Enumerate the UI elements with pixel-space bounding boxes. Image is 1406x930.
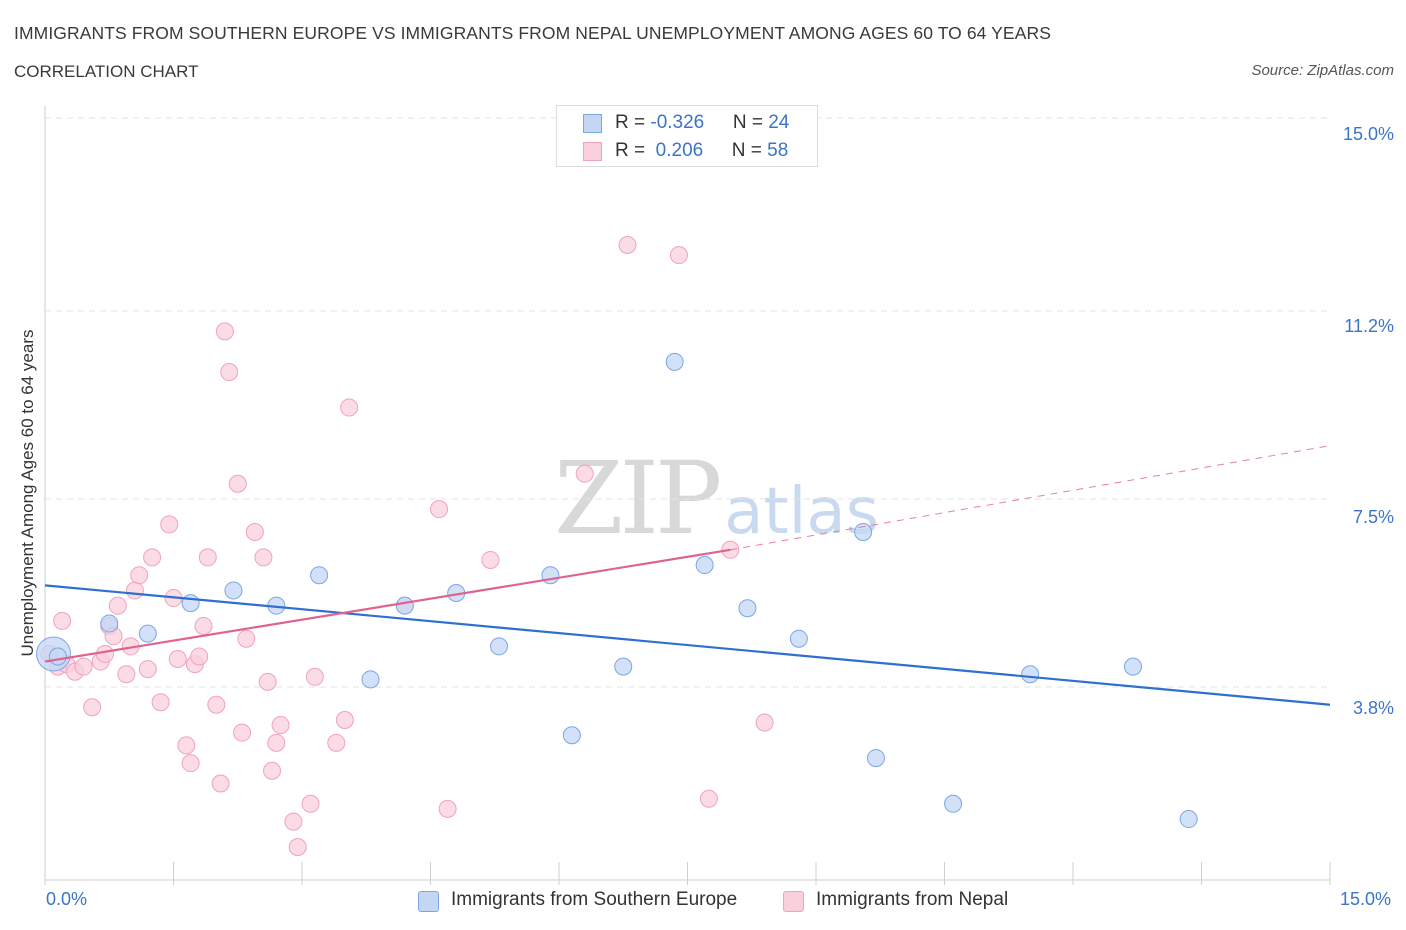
- data-point-nepal: [237, 629, 256, 648]
- data-point-nepal: [168, 650, 187, 669]
- legend-n-label: N =: [732, 112, 769, 133]
- data-point-southern-europe: [100, 614, 119, 633]
- correlation-legend: R = -0.326 N = 24 R = 0.206 N = 58: [556, 105, 818, 167]
- data-point-nepal: [335, 710, 354, 729]
- data-point-nepal: [74, 657, 93, 676]
- data-point-nepal: [194, 617, 213, 635]
- legend-n-value: 58: [767, 140, 789, 161]
- y-tick-label: 3.8%: [1352, 698, 1394, 718]
- data-point-southern-europe: [1179, 810, 1198, 829]
- data-point-southern-europe: [395, 596, 414, 615]
- data-point-nepal: [755, 713, 774, 732]
- data-point-southern-europe: [1123, 657, 1142, 676]
- data-point-nepal: [215, 322, 234, 341]
- data-point-nepal: [481, 550, 500, 569]
- data-point-nepal: [160, 515, 179, 534]
- legend-swatch-pink: [583, 142, 602, 161]
- data-point-southern-europe: [48, 647, 67, 666]
- source-credit: Source: ZipAtlas.com: [1251, 62, 1394, 79]
- data-point-nepal: [258, 672, 277, 691]
- x-tick-label-min: 0.0%: [46, 889, 88, 909]
- data-point-southern-europe: [665, 352, 684, 371]
- data-point-nepal: [669, 246, 688, 265]
- data-point-nepal: [233, 723, 252, 742]
- legend-n-label: N =: [731, 140, 768, 161]
- legend-r-label: R =: [615, 140, 651, 161]
- data-point-nepal: [618, 236, 637, 254]
- data-point-nepal: [271, 716, 290, 735]
- legend-swatch-blue: [583, 114, 602, 133]
- data-point-nepal: [198, 548, 217, 567]
- data-point-nepal: [177, 736, 196, 755]
- data-point-nepal: [125, 581, 144, 600]
- data-point-nepal: [130, 566, 149, 585]
- data-point-southern-europe: [224, 581, 243, 600]
- data-point-southern-europe: [562, 726, 581, 745]
- data-point-southern-europe: [1021, 665, 1040, 684]
- data-point-southern-europe: [490, 637, 509, 656]
- bottom-legend-swatch-blue: [418, 891, 439, 912]
- bottom-legend-label: Immigrants from Nepal: [816, 889, 1009, 910]
- data-point-nepal: [254, 548, 273, 567]
- data-point-nepal: [267, 733, 286, 752]
- data-point-southern-europe: [789, 629, 808, 648]
- data-point-nepal: [263, 761, 282, 780]
- trend-line-southern-europe: [44, 584, 1331, 706]
- data-point-nepal: [340, 398, 359, 417]
- data-point-southern-europe: [614, 657, 633, 676]
- y-tick-label: 11.2%: [1344, 316, 1394, 336]
- y-axis-label: Unemployment Among Ages 60 to 64 years: [18, 329, 37, 657]
- data-point-nepal: [220, 363, 239, 381]
- data-point-nepal: [181, 754, 200, 773]
- data-point-southern-europe: [181, 594, 200, 613]
- bottom-legend-label: Immigrants from Southern Europe: [451, 889, 738, 910]
- data-point-southern-europe: [738, 599, 757, 618]
- data-point-nepal: [108, 596, 127, 615]
- x-tick-label-max: 15.0%: [1340, 889, 1392, 909]
- data-point-nepal: [575, 464, 594, 483]
- data-point-southern-europe: [944, 794, 963, 813]
- data-point-nepal: [151, 693, 170, 712]
- data-point-nepal: [53, 611, 72, 630]
- data-point-southern-europe: [866, 749, 885, 768]
- legend-r-label: R =: [615, 112, 651, 133]
- data-point-nepal: [438, 799, 457, 818]
- chart-subtitle: CORRELATION CHART: [14, 62, 199, 81]
- legend-r-value: 0.206: [650, 140, 704, 161]
- trend-line-nepal: [44, 548, 731, 663]
- bottom-legend-swatch-pink: [783, 891, 804, 912]
- data-point-nepal: [284, 812, 303, 831]
- data-point-southern-europe: [310, 566, 329, 585]
- data-point-nepal: [190, 647, 209, 666]
- data-point-nepal: [288, 837, 307, 856]
- data-point-nepal: [228, 474, 247, 493]
- chart-title: IMMIGRANTS FROM SOUTHERN EUROPE VS IMMIG…: [14, 23, 1051, 43]
- data-point-nepal: [301, 794, 320, 813]
- data-point-nepal: [207, 695, 226, 714]
- data-point-southern-europe: [138, 624, 157, 643]
- data-point-nepal: [245, 523, 264, 542]
- data-point-southern-europe: [361, 670, 380, 689]
- data-point-nepal: [95, 644, 114, 663]
- data-point-southern-europe: [854, 523, 873, 542]
- data-point-nepal: [699, 789, 718, 808]
- data-point-nepal: [211, 774, 230, 793]
- data-point-nepal: [138, 660, 157, 679]
- data-point-nepal: [430, 500, 449, 519]
- data-point-southern-europe: [695, 556, 714, 575]
- data-point-nepal: [305, 667, 324, 686]
- data-point-nepal: [327, 733, 346, 752]
- data-point-nepal: [143, 548, 162, 567]
- legend-r-value: -0.326: [650, 112, 705, 133]
- y-tick-label: 7.5%: [1352, 507, 1394, 527]
- data-point-nepal: [117, 665, 136, 684]
- trend-line-nepal-extrapolated: [730, 445, 1331, 551]
- data-point-nepal: [83, 698, 102, 717]
- legend-n-value: 24: [768, 112, 790, 133]
- y-tick-label: 15.0%: [1342, 124, 1394, 144]
